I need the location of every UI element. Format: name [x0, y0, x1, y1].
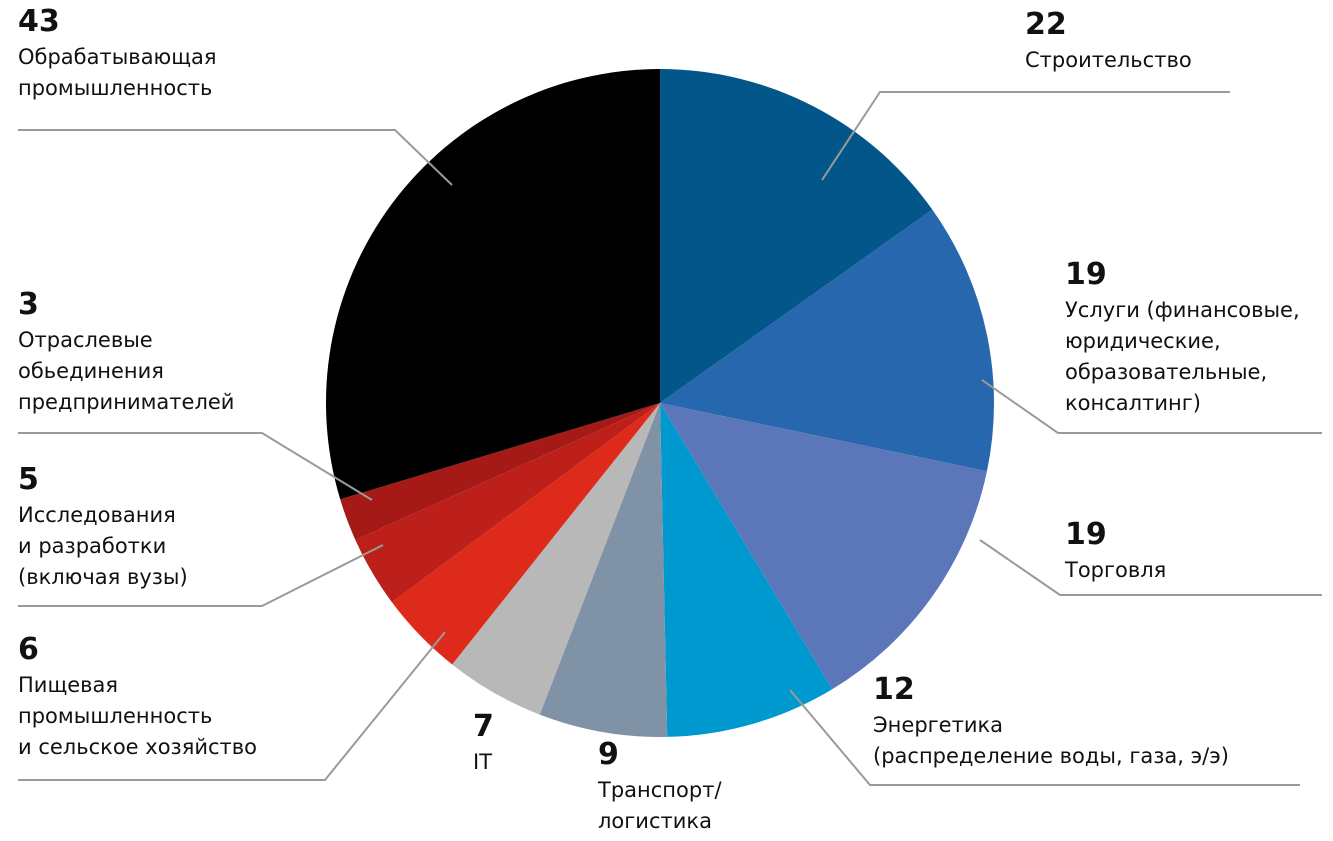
- leader-line: [18, 631, 446, 781]
- category-label: Энергетика (распределение воды, газа, э/…: [873, 713, 1229, 768]
- slice-label: 3 Отраслевые обьединения предпринимателей: [18, 285, 234, 418]
- category-label: Торговля: [1065, 558, 1167, 582]
- value-label: 9: [598, 737, 619, 772]
- pie-slice: [660, 403, 987, 690]
- pie-slice: [660, 403, 833, 737]
- value-label: 6: [18, 632, 39, 667]
- value-label: 19: [1065, 257, 1107, 292]
- pie-slice: [452, 403, 660, 715]
- slice-label: 5 Исследования и разработки (включая вузы…: [18, 460, 188, 593]
- slice-label: 6 Пищевая промышленность и сельское хозяй…: [18, 630, 257, 763]
- category-label: Пищевая промышленность и сельское хозяйс…: [18, 673, 257, 759]
- slice-label: 7 IT: [473, 707, 494, 778]
- category-label: Услуги (финансовые, юридические, образов…: [1065, 298, 1300, 415]
- value-label: 12: [873, 672, 915, 707]
- value-label: 7: [473, 709, 494, 744]
- leader-line: [979, 539, 1322, 596]
- pie-slice: [391, 403, 660, 665]
- value-label: 43: [18, 4, 60, 39]
- value-label: 5: [18, 462, 39, 497]
- category-label: Обрабатывающая промышленность: [18, 45, 217, 100]
- leader-line: [981, 379, 1322, 434]
- category-label: Транспорт/ логистика: [598, 778, 722, 833]
- pie-slice: [340, 403, 660, 540]
- pie-slice: [660, 69, 933, 403]
- leader-line: [18, 129, 453, 186]
- value-label: 19: [1065, 517, 1107, 552]
- category-label: Строительство: [1025, 48, 1192, 72]
- slice-label: 12 Энергетика (распределение воды, газа, …: [873, 670, 1229, 772]
- category-label: IT: [473, 750, 493, 774]
- slice-label: 22 Строительство: [1025, 5, 1192, 76]
- category-label: Исследования и разработки (включая вузы): [18, 503, 188, 589]
- slice-label: 9 Транспорт/ логистика: [598, 735, 722, 837]
- leader-line: [821, 91, 1230, 181]
- slice-label: 19 Услуги (финансовые, юридические, образ…: [1065, 255, 1300, 419]
- pie-slice: [539, 403, 668, 737]
- pie-slice: [660, 209, 995, 472]
- category-label: Отраслевые обьединения предпринимателей: [18, 328, 235, 414]
- leader-line: [18, 544, 384, 607]
- slice-label: 43 Обрабатывающая промышленность: [18, 2, 217, 104]
- value-label: 3: [18, 287, 39, 322]
- leader-line: [789, 689, 1300, 786]
- value-label: 22: [1025, 7, 1067, 42]
- pie-slice: [355, 403, 660, 603]
- pie-slice: [326, 69, 660, 500]
- slice-label: 19 Торговля: [1065, 515, 1166, 586]
- leader-line: [18, 432, 373, 501]
